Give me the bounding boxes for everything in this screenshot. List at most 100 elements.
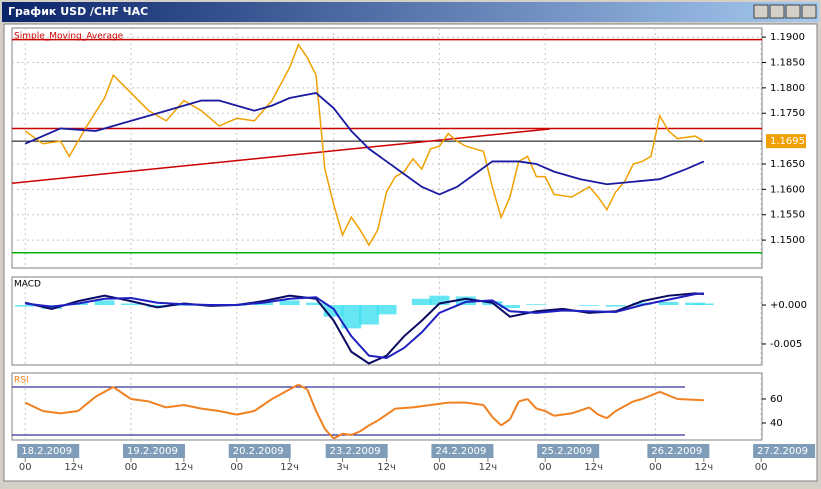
y-tick-label: 40 bbox=[770, 418, 783, 429]
y-tick-label: 1.1600 bbox=[770, 184, 805, 195]
hour-label: 00 bbox=[649, 462, 662, 473]
btn-min[interactable] bbox=[769, 4, 785, 19]
rsi-segment bbox=[315, 410, 326, 430]
hour-label: 12ч bbox=[479, 462, 498, 473]
hour-label: 12ч bbox=[695, 462, 714, 473]
rsi-segment bbox=[148, 400, 167, 409]
rsi-segment bbox=[526, 398, 538, 410]
rsi-segment bbox=[412, 404, 431, 409]
y-tick-label: 1.1550 bbox=[770, 210, 805, 221]
rsi-segment bbox=[166, 404, 184, 409]
histogram-bar bbox=[323, 305, 344, 317]
date-label: 26.2.2009 bbox=[651, 446, 702, 457]
date-label: 25.2.2009 bbox=[541, 446, 592, 457]
date-label-box bbox=[647, 444, 710, 458]
hour-label: 3ч bbox=[336, 462, 348, 473]
date-label: 23.2.2009 bbox=[330, 446, 381, 457]
rsi-segment bbox=[624, 400, 634, 408]
rsi-segment bbox=[271, 388, 291, 400]
rsi-segment bbox=[60, 410, 79, 415]
hour-label: 00 bbox=[755, 462, 768, 473]
y-tick-label: -0.005 bbox=[770, 339, 802, 350]
histogram-bar bbox=[693, 303, 714, 306]
date-label-box bbox=[431, 444, 494, 458]
rsi-segment bbox=[606, 410, 617, 419]
histogram-bar bbox=[455, 296, 476, 306]
date-label-box bbox=[17, 444, 80, 458]
btn-close[interactable] bbox=[801, 4, 817, 19]
macd-panel bbox=[11, 276, 763, 366]
hour-label: 12ч bbox=[64, 462, 83, 473]
title-bar bbox=[2, 2, 819, 22]
date-label: 24.2.2009 bbox=[435, 446, 486, 457]
window-buttons[interactable] bbox=[753, 4, 817, 19]
y-tick-label: 1.1750 bbox=[770, 108, 805, 119]
y-tick-label: 1.1850 bbox=[770, 58, 805, 69]
btn-restore[interactable] bbox=[753, 4, 769, 19]
histogram-bar bbox=[358, 305, 379, 325]
macd-line bbox=[25, 292, 704, 360]
histogram-bar bbox=[499, 305, 520, 309]
date-label-box bbox=[537, 444, 600, 458]
rsi-segment bbox=[482, 404, 494, 418]
histogram-bar bbox=[605, 305, 626, 307]
hour-label: 12ч bbox=[377, 462, 396, 473]
rsi-segment bbox=[633, 398, 643, 403]
rsi-segment bbox=[297, 383, 308, 391]
rsi-segment bbox=[42, 410, 61, 415]
rsi-segment bbox=[95, 386, 114, 398]
macd-line bbox=[24, 292, 704, 365]
rsi-segment bbox=[377, 407, 396, 422]
histogram-bar bbox=[526, 304, 547, 306]
rsi-segment bbox=[333, 432, 343, 440]
y-tick-label: 1.1650 bbox=[770, 159, 805, 170]
rsi-panel bbox=[11, 372, 763, 441]
rsi-segment bbox=[24, 401, 44, 412]
y-tick-label: 1.1800 bbox=[770, 83, 805, 94]
histogram-bar bbox=[15, 305, 36, 307]
rsi-segment bbox=[553, 412, 572, 417]
hour-label: 00 bbox=[230, 462, 243, 473]
btn-max[interactable] bbox=[785, 4, 801, 19]
rsi-segment bbox=[112, 386, 132, 400]
hour-label: 00 bbox=[125, 462, 138, 473]
date-label: 20.2.2009 bbox=[233, 446, 284, 457]
histogram-bar bbox=[120, 303, 141, 306]
rsi-segment bbox=[500, 418, 511, 427]
rsi-segment bbox=[588, 406, 599, 416]
rsi-segment bbox=[465, 401, 484, 406]
histogram-bar bbox=[341, 305, 362, 329]
rsi-segment bbox=[368, 419, 379, 427]
rsi-segment bbox=[597, 413, 608, 420]
rsi-segment bbox=[430, 401, 449, 406]
histogram-bar bbox=[429, 295, 450, 306]
date-label-box bbox=[753, 444, 816, 458]
histogram-bar bbox=[579, 305, 600, 306]
date-label-box bbox=[122, 444, 185, 458]
hour-label: 00 bbox=[433, 462, 446, 473]
rsi-segment bbox=[641, 390, 661, 400]
rsi-segment bbox=[324, 428, 335, 440]
hour-label: 00 bbox=[19, 462, 32, 473]
rsi-segment bbox=[236, 410, 255, 416]
date-label-box bbox=[228, 444, 291, 458]
date-label: 19.2.2009 bbox=[127, 446, 178, 457]
rsi-segment bbox=[615, 405, 625, 412]
last-price-box bbox=[766, 134, 806, 149]
rsi-segment bbox=[395, 406, 414, 410]
histogram-bar bbox=[632, 302, 653, 306]
rsi-segment bbox=[306, 389, 317, 412]
date-label: 18.2.2009 bbox=[21, 446, 72, 457]
rsi-segment bbox=[544, 410, 555, 417]
rsi-segment bbox=[183, 404, 202, 410]
histogram-bar bbox=[94, 300, 115, 306]
date-label: 27.2.2009 bbox=[757, 446, 808, 457]
histogram-bar bbox=[279, 300, 300, 306]
rsi-segment bbox=[130, 398, 149, 403]
histogram-bar bbox=[306, 302, 327, 306]
date-label-box bbox=[325, 444, 388, 458]
y-tick-label: 1.1500 bbox=[770, 235, 805, 246]
rsi-segment bbox=[677, 398, 704, 402]
